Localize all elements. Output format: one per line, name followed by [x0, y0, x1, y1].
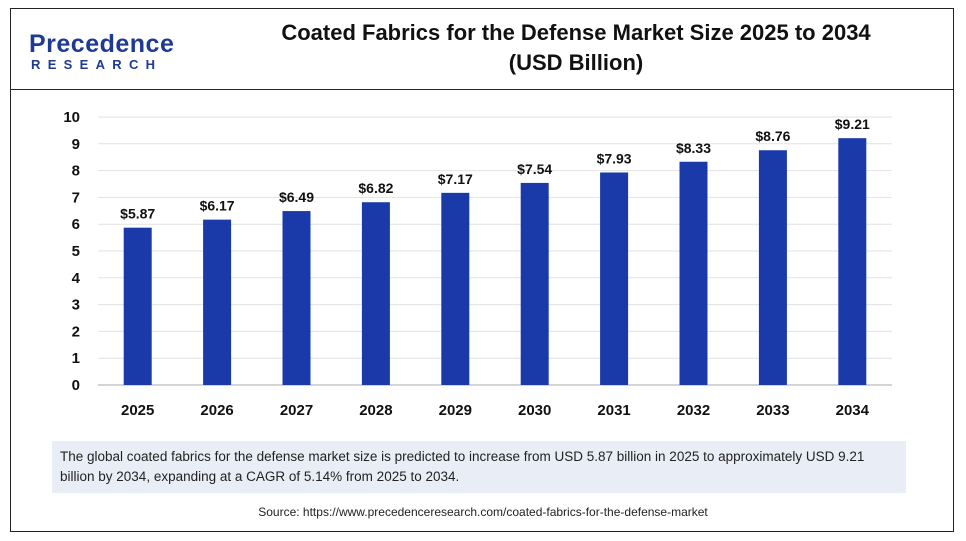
- bar: [600, 172, 629, 385]
- x-tick-label: 2029: [439, 402, 472, 419]
- data-label: $6.82: [358, 180, 393, 196]
- bar: [282, 211, 311, 385]
- y-tick-label: 5: [72, 243, 80, 260]
- chart-caption: The global coated fabrics for the defens…: [52, 441, 906, 493]
- data-label: $6.49: [279, 189, 314, 205]
- data-label: $7.54: [517, 161, 552, 177]
- bar: [679, 161, 708, 385]
- source-citation: Source: https://www.precedenceresearch.c…: [258, 505, 708, 519]
- bar: [123, 227, 152, 385]
- x-tick-label: 2028: [359, 402, 392, 419]
- bar: [758, 150, 787, 385]
- bar: [441, 192, 470, 385]
- data-label: $7.93: [597, 150, 632, 166]
- bar: [361, 202, 390, 385]
- bar: [203, 219, 232, 385]
- y-tick-label: 1: [72, 350, 80, 367]
- bar: [520, 182, 549, 385]
- y-tick-label: 10: [63, 109, 80, 126]
- y-tick-label: 7: [72, 189, 80, 206]
- bar: [838, 138, 867, 385]
- chart-header: Precedence RESEARCH Coated Fabrics for t…: [11, 9, 953, 90]
- y-tick-label: 3: [72, 297, 80, 314]
- data-label: $8.33: [676, 140, 711, 156]
- x-tick-label: 2034: [836, 402, 870, 419]
- x-tick-label: 2031: [597, 402, 630, 419]
- logo-wordmark: Precedence: [29, 30, 175, 58]
- y-tick-label: 4: [72, 270, 81, 287]
- x-tick-label: 2027: [280, 402, 313, 419]
- y-tick-label: 2: [72, 323, 80, 340]
- logo-subtext: RESEARCH: [31, 57, 163, 72]
- data-label: $9.21: [835, 116, 870, 132]
- x-tick-label: 2030: [518, 402, 551, 419]
- x-tick-label: 2033: [756, 402, 789, 419]
- chart-title: Coated Fabrics for the Defense Market Si…: [236, 18, 916, 78]
- y-tick-label: 8: [72, 163, 80, 180]
- y-tick-label: 9: [72, 136, 80, 153]
- x-tick-label: 2026: [200, 402, 233, 419]
- y-tick-label: 6: [72, 216, 80, 233]
- precedence-research-logo: Precedence RESEARCH: [29, 31, 174, 72]
- data-label: $5.87: [120, 206, 155, 222]
- x-tick-label: 2025: [121, 402, 154, 419]
- bar-chart: 0 1 2 3 4 5 6 7 8 9 10 $5.87 2025 $6.17 2026 $6.49 2027 $…: [63, 109, 892, 419]
- data-label: $8.76: [755, 128, 790, 144]
- data-label: $7.17: [438, 171, 473, 187]
- x-tick-label: 2032: [677, 402, 710, 419]
- y-tick-label: 0: [72, 377, 80, 394]
- chart-title-line1: Coated Fabrics for the Defense Market Si…: [281, 20, 871, 45]
- data-label: $6.17: [200, 198, 235, 214]
- chart-title-line2: (USD Billion): [508, 50, 644, 75]
